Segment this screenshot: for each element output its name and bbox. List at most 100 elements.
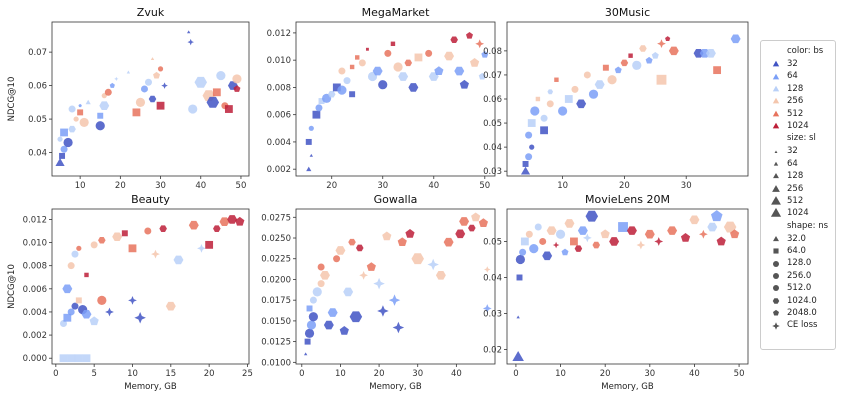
panel-movielens-20m: MovieLens 20M 0 10 20 30 40 50 0.02 0.03 0.04 0.05… bbox=[483, 193, 749, 392]
data-point bbox=[397, 237, 407, 247]
data-point bbox=[68, 125, 76, 133]
data-point bbox=[320, 271, 330, 280]
panel-30music: 30Music 10 20 30 0.03 0.04 0.05 0.06 0.07 0.08 bbox=[483, 6, 749, 191]
legend-marker bbox=[767, 83, 785, 95]
legend-marker bbox=[767, 258, 785, 270]
data-point bbox=[317, 263, 325, 271]
legend-label: 512 bbox=[787, 108, 804, 119]
x-tick-label: 20 bbox=[374, 369, 385, 379]
data-point bbox=[585, 210, 599, 222]
data-point bbox=[516, 274, 523, 281]
data-point bbox=[317, 280, 325, 288]
data-point bbox=[303, 352, 308, 356]
data-point bbox=[516, 315, 520, 319]
legend-marker bbox=[767, 245, 785, 257]
data-point bbox=[327, 90, 336, 98]
data-point bbox=[716, 236, 726, 246]
y-tick-label: 0.04 bbox=[28, 149, 47, 159]
legend-marker bbox=[767, 295, 785, 307]
data-point bbox=[194, 76, 208, 88]
x-tick-label: 50 bbox=[236, 181, 247, 191]
legend-shape-marker bbox=[773, 285, 779, 292]
y-tick-label: 0.05 bbox=[483, 119, 502, 129]
panel-beauty: Beauty 0 5 10 15 20 25 0.000 0.002 0.004 0.006 0.00… bbox=[7, 193, 253, 392]
data-point bbox=[576, 99, 587, 109]
data-point bbox=[323, 320, 334, 330]
data-point bbox=[188, 220, 199, 230]
data-point bbox=[632, 60, 642, 70]
data-point bbox=[574, 245, 583, 252]
data-point bbox=[465, 31, 473, 39]
x-tick-label: 25 bbox=[242, 369, 253, 379]
data-point bbox=[73, 116, 79, 122]
data-point bbox=[459, 79, 469, 89]
legend-shape-title: shape: ns bbox=[787, 220, 829, 231]
legend-color-item: 512 bbox=[767, 108, 832, 120]
data-point bbox=[373, 277, 385, 290]
legend-marker bbox=[767, 282, 785, 294]
x-tick-label: 40 bbox=[451, 369, 462, 379]
data-point bbox=[235, 216, 245, 226]
x-axis-label: Memory, GB bbox=[601, 382, 654, 392]
data-point bbox=[71, 302, 79, 310]
data-point bbox=[89, 316, 99, 326]
data-point bbox=[522, 160, 529, 167]
data-point bbox=[224, 105, 233, 113]
data-point bbox=[519, 248, 527, 256]
legend-label: 32 bbox=[787, 146, 798, 157]
data-point bbox=[366, 262, 376, 271]
legend-marker bbox=[767, 146, 785, 158]
data-point bbox=[99, 101, 110, 110]
data-point bbox=[378, 80, 388, 90]
data-point bbox=[59, 152, 66, 159]
legend-shape-item: 64.0 bbox=[767, 245, 832, 257]
data-point bbox=[539, 237, 547, 245]
data-point bbox=[112, 232, 123, 242]
data-point bbox=[540, 126, 548, 135]
data-point bbox=[628, 53, 633, 58]
legend-size-item: 128 bbox=[767, 170, 832, 182]
y-tick-label: 0.008 bbox=[23, 262, 47, 272]
data-point bbox=[656, 74, 667, 85]
data-point bbox=[85, 99, 91, 105]
data-point bbox=[377, 305, 389, 317]
x-tick-label: 10 bbox=[335, 369, 346, 379]
legend-marker bbox=[767, 158, 785, 170]
legend-marker bbox=[767, 270, 785, 282]
legend-label: 128.0 bbox=[787, 258, 812, 269]
y-tick-label: 0.05 bbox=[483, 237, 502, 247]
data-point bbox=[78, 103, 82, 108]
y-axis-label: NDCG@10 bbox=[7, 77, 17, 122]
data-point bbox=[470, 58, 480, 67]
legend-marker bbox=[767, 307, 785, 319]
legend-shape-item: 2048.0 bbox=[767, 307, 832, 319]
data-point bbox=[455, 229, 466, 239]
data-point bbox=[81, 309, 92, 319]
data-point bbox=[306, 320, 317, 330]
data-point bbox=[393, 62, 403, 72]
legend-shape-marker bbox=[773, 310, 779, 316]
data-point bbox=[153, 71, 161, 79]
y-tick-label: 0.006 bbox=[23, 285, 47, 295]
y-tick-label: 0.06 bbox=[483, 95, 502, 105]
legend-label: 64 bbox=[787, 158, 798, 169]
data-point bbox=[654, 237, 664, 246]
data-point bbox=[75, 297, 82, 304]
data-point bbox=[338, 67, 346, 75]
data-point bbox=[512, 350, 524, 361]
legend-size-item: 32 bbox=[767, 145, 832, 157]
data-point bbox=[157, 66, 164, 72]
plot-area bbox=[506, 208, 749, 365]
data-point bbox=[348, 238, 356, 246]
data-points bbox=[303, 212, 492, 356]
data-point bbox=[547, 89, 554, 95]
y-tick-label: 0.006 bbox=[267, 111, 291, 121]
data-point bbox=[475, 39, 485, 49]
legend-label: 256 bbox=[787, 96, 804, 107]
legend-color-marker bbox=[772, 110, 780, 117]
data-point bbox=[542, 251, 553, 261]
data-point bbox=[77, 109, 84, 116]
data-point bbox=[349, 311, 363, 323]
data-point bbox=[555, 229, 566, 239]
y-tick-label: 0.0175 bbox=[261, 296, 291, 306]
